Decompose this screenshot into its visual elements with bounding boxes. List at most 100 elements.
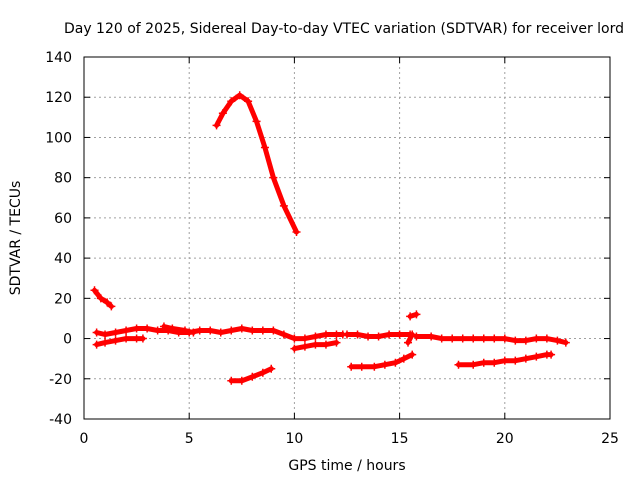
data-point <box>561 338 570 347</box>
data-point <box>107 302 116 311</box>
data-point <box>92 340 101 349</box>
series-arc-5 <box>214 92 299 235</box>
data-point <box>290 344 299 353</box>
y-tick-label: 100 <box>45 130 72 146</box>
data-point <box>399 354 408 363</box>
data-point <box>96 294 105 303</box>
y-tick-label: -40 <box>49 412 72 428</box>
series-arc-12 <box>413 334 569 346</box>
data-point <box>385 330 394 339</box>
data-point <box>427 332 436 341</box>
data-point <box>357 362 366 371</box>
data-point <box>532 334 541 343</box>
data-point <box>437 334 446 343</box>
y-tick-label: 40 <box>54 251 72 267</box>
data-point <box>458 334 467 343</box>
series-arc-13 <box>456 352 554 368</box>
x-tick-label: 25 <box>601 431 619 447</box>
y-tick-label: 80 <box>54 171 72 187</box>
data-point <box>227 97 236 106</box>
grid-lines <box>84 57 610 419</box>
data-point <box>258 326 267 335</box>
data-point <box>300 334 309 343</box>
data-point <box>101 338 110 347</box>
data-point <box>111 336 120 345</box>
data-point <box>406 312 415 321</box>
data-point <box>479 358 488 367</box>
data-point <box>248 326 257 335</box>
data-point <box>500 334 509 343</box>
data-point <box>469 334 478 343</box>
x-tick-label: 10 <box>285 431 303 447</box>
data-point <box>553 336 562 345</box>
data-point <box>511 336 520 345</box>
data-point <box>279 330 288 339</box>
data-point <box>311 332 320 341</box>
data-point <box>206 326 215 335</box>
data-point <box>237 376 246 385</box>
data-point <box>521 354 530 363</box>
chart-title: Day 120 of 2025, Sidereal Day-to-day VTE… <box>64 21 624 37</box>
data-point <box>248 372 257 381</box>
x-axis-label: GPS time / hours <box>288 458 405 474</box>
data-series <box>90 91 570 385</box>
data-point <box>153 326 162 335</box>
data-point <box>380 360 389 369</box>
data-point <box>521 336 530 345</box>
data-point <box>269 173 278 182</box>
data-point <box>180 326 189 335</box>
data-point <box>511 356 520 365</box>
data-point <box>92 328 101 337</box>
data-point <box>332 338 341 347</box>
data-point <box>111 328 120 337</box>
data-point <box>469 360 478 369</box>
data-point <box>244 97 253 106</box>
data-point <box>235 91 244 100</box>
data-point <box>122 326 131 335</box>
data-point <box>448 334 457 343</box>
data-point <box>321 330 330 339</box>
y-tick-label: 0 <box>63 332 72 348</box>
data-point <box>500 356 509 365</box>
axis-ticks: -40 -20 0 20 40 60 80 100 120 140 0 5 10 15 20 25 <box>45 50 619 447</box>
y-axis-label: SDTVAR / TECUs <box>8 181 24 296</box>
data-point <box>343 330 351 339</box>
data-point <box>374 332 383 341</box>
data-point <box>353 330 362 339</box>
y-tick-label: -20 <box>49 372 72 388</box>
data-point <box>168 324 177 333</box>
data-point <box>252 117 261 126</box>
data-point <box>412 310 421 319</box>
data-point <box>101 330 110 339</box>
data-point <box>547 350 556 359</box>
data-point <box>237 324 246 333</box>
data-point <box>195 326 204 335</box>
x-tick-label: 0 <box>80 431 89 447</box>
data-point <box>292 227 301 236</box>
data-point <box>159 322 168 331</box>
series-arc-3 <box>161 324 196 335</box>
data-point <box>227 326 236 335</box>
series-arc-1 <box>92 287 114 309</box>
y-tick-label: 120 <box>45 90 72 106</box>
data-point <box>258 368 267 377</box>
data-point <box>412 332 421 341</box>
data-point <box>454 360 463 369</box>
data-point <box>212 121 221 130</box>
data-point <box>404 338 413 347</box>
y-tick-label: 140 <box>45 50 72 66</box>
x-tick-label: 5 <box>185 431 194 447</box>
data-point <box>391 358 400 367</box>
data-point <box>290 334 299 343</box>
data-point <box>122 334 131 343</box>
x-tick-label: 20 <box>496 431 514 447</box>
data-point <box>395 330 404 339</box>
data-point <box>132 324 141 333</box>
data-point <box>227 376 236 385</box>
data-point <box>189 328 198 337</box>
data-point <box>279 201 288 210</box>
data-point <box>311 340 320 349</box>
data-point <box>408 350 417 359</box>
plot-frame <box>83 56 611 420</box>
data-point <box>216 328 225 337</box>
